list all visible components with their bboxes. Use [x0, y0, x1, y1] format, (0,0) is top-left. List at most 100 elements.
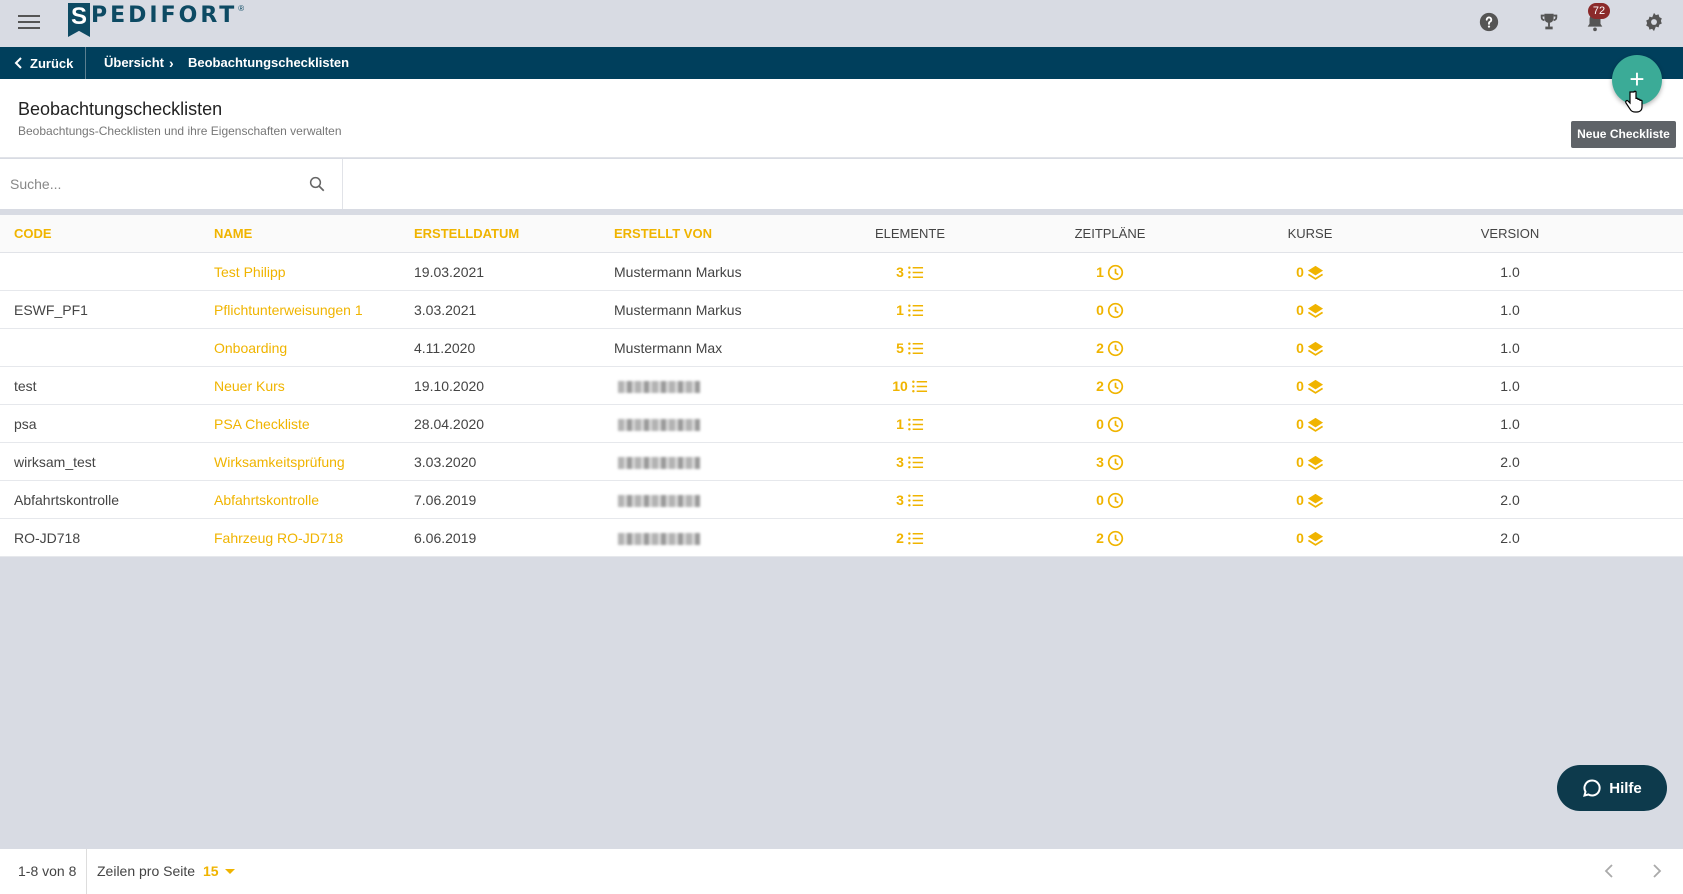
help-circle-icon[interactable]	[1478, 11, 1500, 33]
courses-count-button[interactable]: 0	[1296, 329, 1324, 367]
hamburger-menu-icon[interactable]	[18, 12, 40, 32]
cell-courses: 0	[1250, 481, 1370, 519]
breadcrumb-item-overview[interactable]: Übersicht	[104, 55, 164, 70]
layers-icon	[1307, 378, 1324, 395]
previous-page-icon[interactable]	[1601, 862, 1619, 880]
table-row[interactable]: Onboarding 4.11.2020 Mustermann Max 5 2 0 1.0	[0, 329, 1683, 367]
courses-count: 0	[1296, 340, 1304, 356]
elements-count-button[interactable]: 1	[896, 405, 924, 443]
clock-icon	[1107, 530, 1124, 547]
table-row[interactable]: ESWF_PF1 Pflichtunterweisungen 1 3.03.2021…	[0, 291, 1683, 329]
cell-created-date: 3.03.2020	[414, 454, 477, 470]
logo-mark: S	[68, 3, 90, 37]
table-row[interactable]: RO-JD718 Fahrzeug RO-JD718 6.06.2019 2 2 0 2.0	[0, 519, 1683, 557]
logo[interactable]: S PEDIFORT ®	[68, 3, 244, 37]
column-header-created-by[interactable]: ERSTELLT VON	[614, 226, 712, 241]
help-button[interactable]: Hilfe	[1557, 765, 1667, 811]
rows-per-page-select[interactable]: 15	[203, 849, 235, 894]
list-icon	[907, 530, 924, 547]
elements-count-button[interactable]: 5	[896, 329, 924, 367]
next-page-icon[interactable]	[1647, 862, 1665, 880]
cell-courses: 0	[1250, 291, 1370, 329]
courses-count-button[interactable]: 0	[1296, 443, 1324, 481]
breadcrumb: Zurück Übersicht › Beobachtungschecklist…	[0, 47, 1683, 79]
courses-count-button[interactable]: 0	[1296, 519, 1324, 557]
cell-code: wirksam_test	[14, 454, 96, 470]
elements-count-button[interactable]: 3	[896, 443, 924, 481]
layers-icon	[1307, 416, 1324, 433]
cell-courses: 0	[1250, 443, 1370, 481]
schedules-count-button[interactable]: 1	[1096, 253, 1124, 291]
cell-schedules: 0	[1050, 481, 1170, 519]
list-icon	[907, 340, 924, 357]
column-header-created-date[interactable]: ERSTELLDATUM	[414, 226, 520, 241]
schedules-count-button[interactable]: 3	[1096, 443, 1124, 481]
cell-created-date: 6.06.2019	[414, 530, 477, 546]
schedules-count-button[interactable]: 2	[1096, 329, 1124, 367]
list-icon	[907, 302, 924, 319]
back-button[interactable]: Zurück	[14, 47, 87, 79]
new-checklist-tooltip: Neue Checkliste	[1571, 121, 1676, 148]
schedules-count-button[interactable]: 2	[1096, 367, 1124, 405]
elements-count-button[interactable]: 2	[896, 519, 924, 557]
cell-name-link[interactable]: Wirksamkeitsprüfung	[214, 454, 345, 470]
cell-version: 1.0	[1500, 302, 1520, 318]
cell-schedules: 2	[1050, 329, 1170, 367]
search-input[interactable]	[10, 172, 290, 196]
column-header-elements: ELEMENTE	[874, 226, 946, 241]
search-icon[interactable]	[308, 175, 326, 193]
table-row[interactable]: wirksam_test Wirksamkeitsprüfung 3.03.2020…	[0, 443, 1683, 481]
cell-name-link[interactable]: PSA Checkliste	[214, 416, 310, 432]
elements-count-button[interactable]: 10	[892, 367, 928, 405]
courses-count-button[interactable]: 0	[1296, 253, 1324, 291]
cell-created-date: 19.03.2021	[414, 264, 485, 280]
courses-count-button[interactable]: 0	[1296, 481, 1324, 519]
cell-elements: 3	[850, 481, 970, 519]
new-checklist-button[interactable]: +	[1612, 55, 1662, 105]
cell-code: ESWF_PF1	[14, 302, 88, 318]
elements-count-button[interactable]: 1	[896, 291, 924, 329]
cell-created-by: Mustermann Markus	[614, 302, 742, 318]
cell-version: 1.0	[1500, 378, 1520, 394]
elements-count-button[interactable]: 3	[896, 253, 924, 291]
page-title: Beobachtungschecklisten	[18, 99, 223, 119]
caret-down-icon	[224, 869, 235, 874]
courses-count-button[interactable]: 0	[1296, 405, 1324, 443]
schedules-count-button[interactable]: 0	[1096, 481, 1124, 519]
courses-count-button[interactable]: 0	[1296, 291, 1324, 329]
cell-created-by-redacted	[618, 443, 700, 481]
cell-schedules: 2	[1050, 367, 1170, 405]
table-header: CODE NAME ERSTELLDATUM ERSTELLT VON ELEM…	[0, 215, 1683, 253]
schedules-count-button[interactable]: 0	[1096, 291, 1124, 329]
column-header-code[interactable]: CODE	[14, 226, 52, 241]
cell-name-link[interactable]: Pflichtunterweisungen 1	[214, 302, 363, 318]
clock-icon	[1107, 492, 1124, 509]
elements-count-button[interactable]: 3	[896, 481, 924, 519]
gear-icon[interactable]	[1643, 11, 1665, 33]
cell-created-date: 28.04.2020	[414, 416, 485, 432]
cell-name-link[interactable]: Abfahrtskontrolle	[214, 492, 320, 508]
table-body: Test Philipp 19.03.2021 Mustermann Markus 3…	[0, 253, 1683, 557]
table-row[interactable]: Test Philipp 19.03.2021 Mustermann Markus 3…	[0, 253, 1683, 291]
table-row[interactable]: test Neuer Kurs 19.10.2020 10 2 0 1.0	[0, 367, 1683, 405]
cell-courses: 0	[1250, 367, 1370, 405]
cell-name-link[interactable]: Neuer Kurs	[214, 378, 285, 394]
schedules-count-button[interactable]: 2	[1096, 519, 1124, 557]
cell-created-date: 19.10.2020	[414, 378, 485, 394]
cell-name-link[interactable]: Onboarding	[214, 340, 288, 356]
column-header-name[interactable]: NAME	[214, 226, 253, 241]
trophy-icon[interactable]	[1538, 11, 1560, 33]
cell-name-link[interactable]: Fahrzeug RO-JD718	[214, 530, 344, 546]
schedules-count-button[interactable]: 0	[1096, 405, 1124, 443]
clock-icon	[1107, 340, 1124, 357]
schedules-count: 2	[1096, 378, 1104, 394]
table-row[interactable]: Abfahrtskontrolle Abfahrtskontrolle 7.06.2…	[0, 481, 1683, 519]
cell-name-link[interactable]: Test Philipp	[214, 264, 286, 280]
clock-icon	[1107, 416, 1124, 433]
schedules-count: 0	[1096, 416, 1104, 432]
layers-icon	[1307, 302, 1324, 319]
courses-count: 0	[1296, 492, 1304, 508]
logo-registered: ®	[238, 4, 245, 13]
courses-count-button[interactable]: 0	[1296, 367, 1324, 405]
table-row[interactable]: psa PSA Checkliste 28.04.2020 1 0 0 1.0	[0, 405, 1683, 443]
